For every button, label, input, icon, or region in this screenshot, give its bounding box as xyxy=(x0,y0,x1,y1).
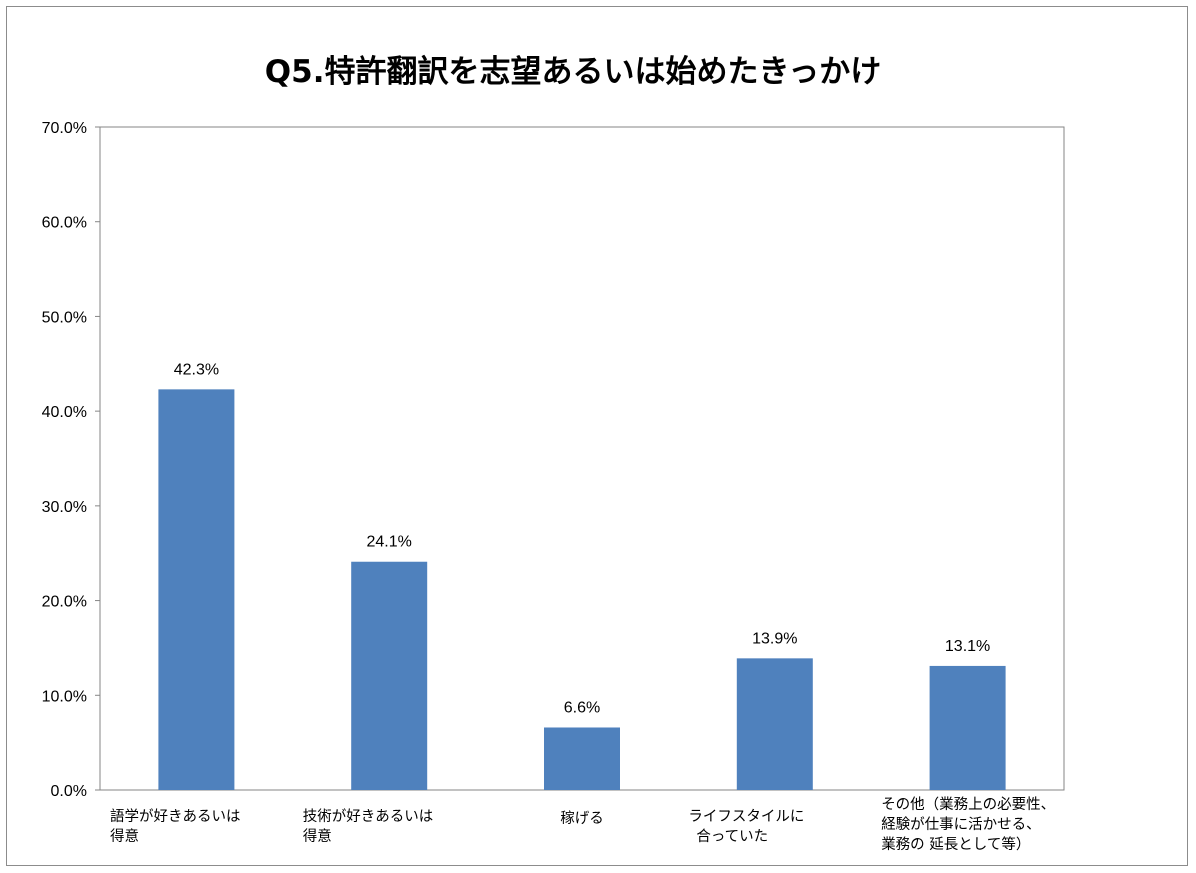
bar xyxy=(929,665,1006,790)
category-label: ライフスタイルに合っていた xyxy=(688,808,804,845)
y-tick-label: 70.0% xyxy=(42,120,87,137)
bar xyxy=(544,727,620,790)
data-label: 13.1% xyxy=(945,638,990,655)
bar xyxy=(736,658,813,790)
y-tick-label: 40.0% xyxy=(42,404,87,421)
chart-title: Q5.特許翻訳を志望あるいは始めたきっかけ xyxy=(265,54,881,90)
data-label: 6.6% xyxy=(564,699,600,716)
category-label: 語学が好きあるいは得意 xyxy=(110,808,241,845)
category-label: その他（業務上の必要性、経験が仕事に活かせる、業務の 延長として等） xyxy=(881,796,1055,853)
data-label: 24.1% xyxy=(367,534,412,551)
data-label: 13.9% xyxy=(752,630,797,647)
plot-area-border xyxy=(99,126,1065,791)
y-tick-label: 20.0% xyxy=(42,594,87,611)
y-tick-label: 0.0% xyxy=(51,783,87,800)
bar xyxy=(351,561,428,790)
category-label: 技術が好きあるいは得意 xyxy=(303,808,434,845)
plot-area: 0.0% 10.0% 20.0% 30.0% 40.0% 50.0% 60.0% 70.0% 4… xyxy=(42,120,1065,853)
category-label: 稼げる xyxy=(560,810,604,827)
y-tick-label: 10.0% xyxy=(42,688,87,705)
data-label: 42.3% xyxy=(174,361,219,378)
y-tick-label: 50.0% xyxy=(42,309,87,326)
y-tick-label: 30.0% xyxy=(42,499,87,516)
y-tick-label: 60.0% xyxy=(42,215,87,232)
bar xyxy=(158,389,235,790)
